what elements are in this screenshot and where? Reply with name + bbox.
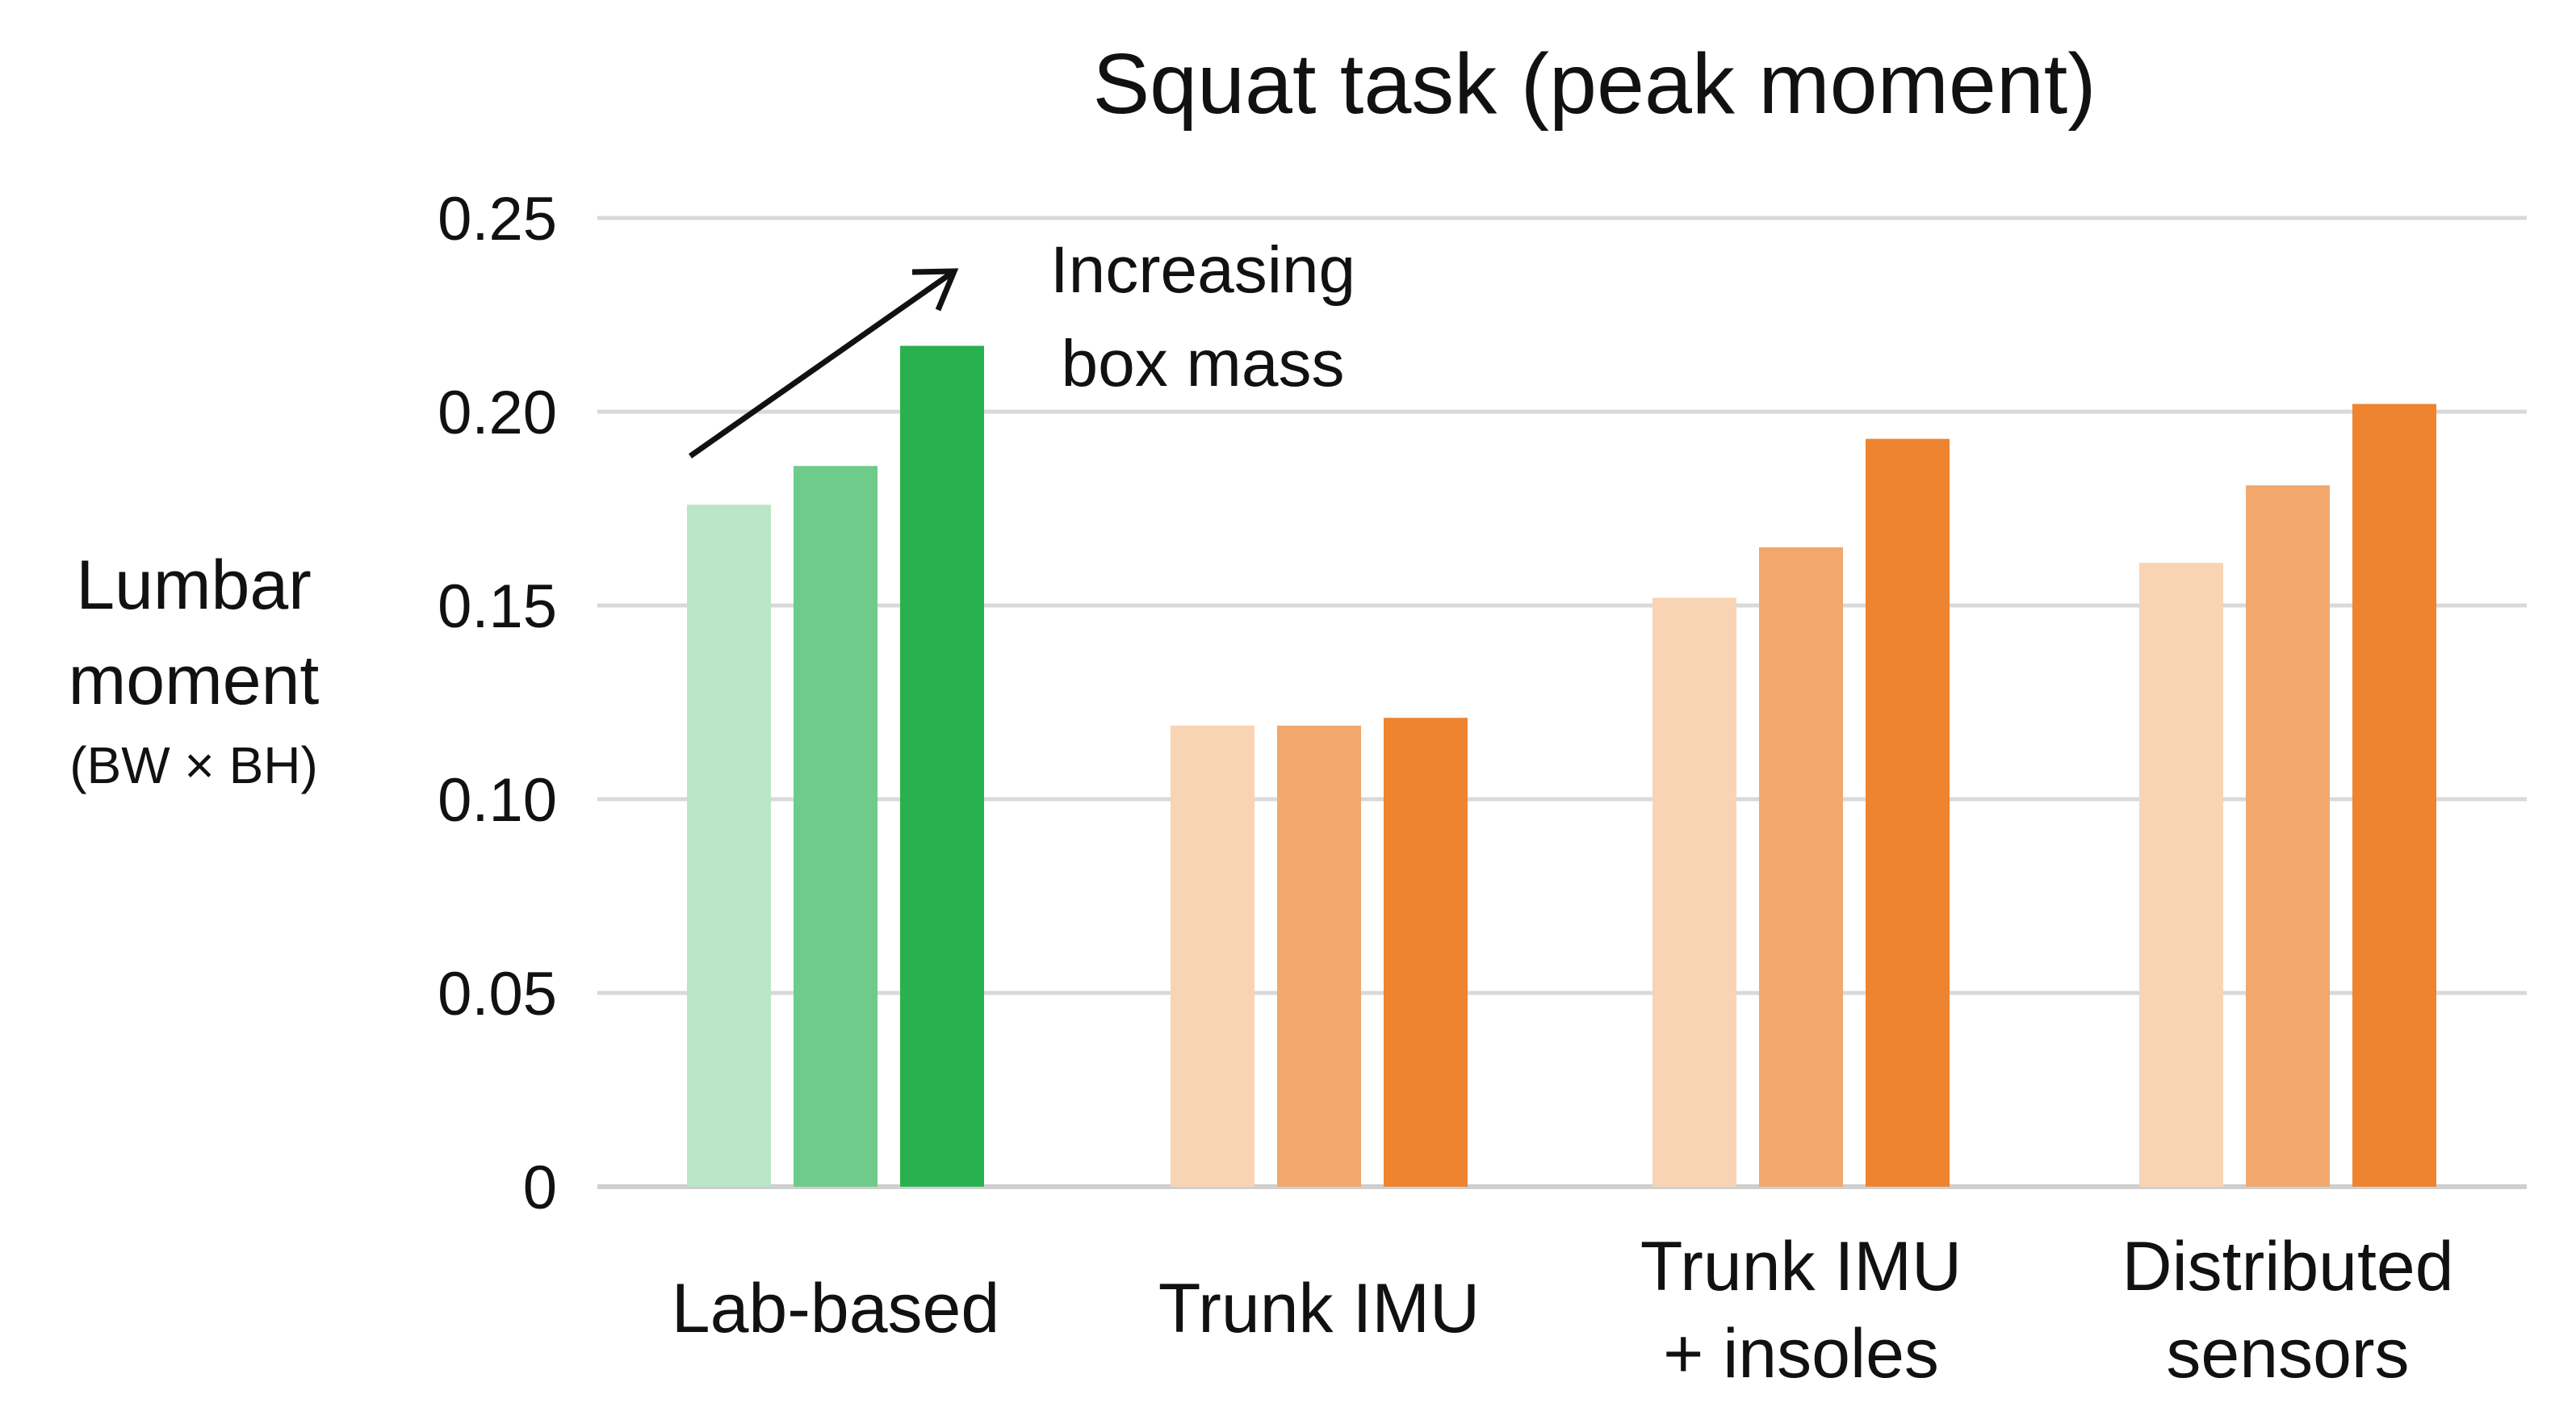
category-label: Lab-based: [672, 1270, 999, 1347]
category-label: sensors: [2166, 1315, 2409, 1393]
bar: [1866, 438, 1950, 1187]
gridlines: [597, 216, 2527, 1189]
bar: [2352, 404, 2436, 1187]
category-label: Distributed: [2122, 1228, 2453, 1305]
bar: [2139, 563, 2223, 1187]
y-tick-label: 0.20: [438, 379, 557, 447]
y-axis-unit: (BW × BH): [69, 736, 318, 794]
bar: [1171, 725, 1254, 1187]
y-tick-label: 0.05: [438, 960, 557, 1028]
bar: [1652, 597, 1736, 1187]
annotation-line-1: Increasing: [1050, 233, 1355, 307]
y-axis-label-line-1: Lumbar: [76, 547, 312, 624]
bar: [1384, 718, 1468, 1187]
annotation: Increasing box mass: [688, 233, 1355, 459]
bar: [1759, 547, 1843, 1187]
bar: [794, 466, 878, 1187]
y-tick-label: 0: [523, 1154, 557, 1222]
y-tick-label: 0.25: [438, 185, 557, 253]
bar: [900, 346, 984, 1187]
category-label: Trunk IMU: [1640, 1228, 1962, 1305]
annotation-arrow-head: [911, 268, 959, 312]
y-axis-label-line-2: moment: [69, 642, 320, 719]
bars: [687, 346, 2436, 1187]
chart-title: Squat task (peak moment): [1092, 36, 2096, 132]
bar: [1277, 725, 1361, 1187]
category-label: + insoles: [1663, 1315, 1939, 1393]
bar: [687, 505, 771, 1187]
y-tick-label: 0.15: [438, 572, 557, 641]
annotation-arrow-line: [688, 269, 957, 459]
annotation-line-2: box mass: [1062, 327, 1345, 400]
category-labels: Lab-based Trunk IMU Trunk IMU + insoles Dist…: [672, 1228, 2454, 1393]
y-tick-label: 0.10: [438, 766, 557, 835]
bar: [2246, 485, 2330, 1187]
category-label: Trunk IMU: [1158, 1270, 1480, 1347]
y-tick-labels: 0 0.05 0.10 0.15 0.20 0.25: [438, 185, 557, 1222]
